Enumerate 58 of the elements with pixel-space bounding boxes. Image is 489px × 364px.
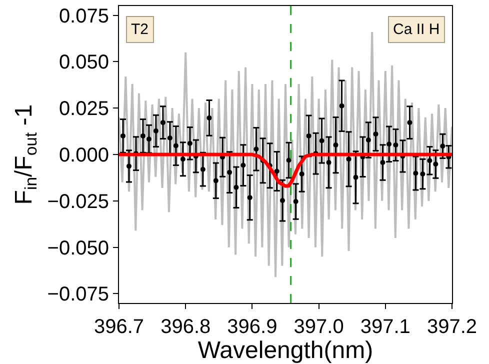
point bbox=[319, 138, 324, 144]
point bbox=[366, 138, 371, 143]
annotation: Ca II H bbox=[393, 21, 440, 38]
x-tick-label: 396.9 bbox=[227, 316, 278, 338]
point bbox=[333, 142, 338, 148]
point bbox=[393, 142, 398, 148]
point bbox=[353, 174, 358, 180]
line-series bbox=[119, 152, 452, 188]
x-tick-label: 397.2 bbox=[426, 316, 478, 338]
point bbox=[120, 133, 126, 138]
point bbox=[293, 198, 298, 204]
point bbox=[206, 115, 212, 120]
point bbox=[306, 133, 312, 138]
point bbox=[386, 142, 392, 147]
point bbox=[167, 135, 172, 140]
point bbox=[146, 136, 152, 142]
y-tick-label: 0.000 bbox=[58, 144, 109, 166]
x-tick-label: 396.8 bbox=[160, 316, 211, 338]
point bbox=[427, 158, 432, 164]
y-tick-label: 0.025 bbox=[58, 98, 109, 120]
point bbox=[140, 133, 146, 138]
point bbox=[346, 156, 352, 162]
point bbox=[299, 171, 304, 176]
point bbox=[433, 162, 438, 167]
point bbox=[234, 184, 239, 190]
point bbox=[227, 170, 232, 175]
point bbox=[339, 103, 344, 108]
point bbox=[153, 128, 158, 134]
point bbox=[286, 158, 292, 163]
y-tick-label: −0.025 bbox=[47, 190, 109, 213]
point bbox=[213, 178, 218, 184]
point bbox=[126, 164, 132, 169]
point bbox=[254, 146, 259, 152]
x-tick-label: 397.0 bbox=[294, 316, 344, 338]
y-tick-label: 0.050 bbox=[58, 52, 109, 74]
point bbox=[160, 120, 166, 126]
annotation: T2 bbox=[131, 21, 149, 38]
point bbox=[274, 168, 280, 174]
point bbox=[247, 195, 252, 200]
point bbox=[440, 144, 446, 149]
point bbox=[173, 143, 178, 148]
point bbox=[280, 198, 285, 204]
point bbox=[380, 160, 386, 165]
point bbox=[413, 170, 418, 176]
point bbox=[200, 166, 206, 172]
point bbox=[187, 140, 192, 146]
x-axis-title: Wavelength(nm) bbox=[198, 337, 374, 364]
point bbox=[407, 120, 412, 126]
y-tick-label: −0.075 bbox=[47, 284, 109, 306]
point bbox=[240, 162, 246, 168]
x-tick-label: 396.7 bbox=[94, 316, 144, 338]
y-tick-label: −0.050 bbox=[47, 237, 109, 260]
point bbox=[373, 132, 378, 137]
y-tick-label: 0.075 bbox=[58, 5, 109, 28]
point bbox=[180, 156, 186, 162]
point bbox=[420, 171, 426, 176]
point bbox=[326, 160, 332, 165]
x-tick-label: 397.1 bbox=[360, 316, 410, 338]
